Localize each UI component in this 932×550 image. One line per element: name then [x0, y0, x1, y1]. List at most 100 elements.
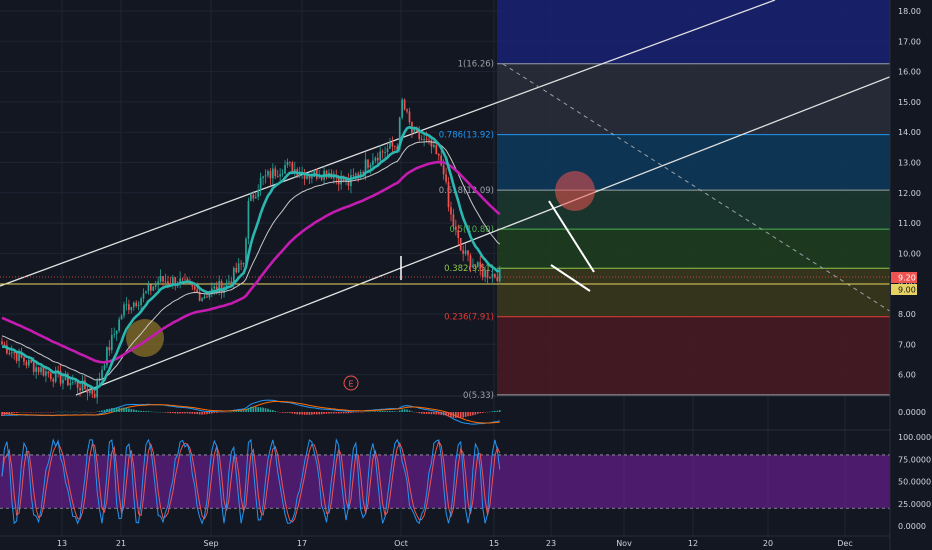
candle-body — [311, 177, 313, 179]
macd-histogram-bar — [306, 412, 308, 415]
price-tick-label: 6.00 — [898, 371, 916, 380]
price-tick-label: 13.00 — [898, 159, 921, 168]
macd-histogram-bar — [374, 411, 377, 412]
price-tick-label: 16.00 — [898, 68, 921, 77]
candle-body — [225, 282, 228, 287]
macd-histogram-bar — [459, 412, 462, 418]
candle-body — [396, 146, 399, 150]
macd-histogram-bar — [189, 412, 191, 414]
candle-body — [110, 334, 113, 351]
macd-line — [1, 399, 500, 425]
candle-body — [320, 177, 323, 180]
price-tick-label: 14.00 — [898, 128, 921, 137]
candle-body — [298, 173, 301, 177]
candle-body — [364, 159, 367, 174]
fib-retracement[interactable]: 1(16.26)0.786(13.92)0.618(12.09)0.5(10.8… — [439, 0, 890, 401]
price-tick-label: 17.00 — [898, 37, 921, 46]
macd-histogram-bar — [262, 407, 264, 412]
fib-zone-05-0382 — [497, 229, 890, 269]
candle-body — [476, 262, 479, 267]
candle-body — [242, 262, 245, 265]
candle-body — [13, 352, 16, 354]
candle-body — [425, 138, 428, 140]
price-tick-label: 15.00 — [898, 98, 921, 107]
stoch-tick-label: 100.0000 — [898, 433, 932, 442]
macd-histogram-bar — [6, 412, 8, 415]
macd-histogram-bar — [291, 412, 294, 414]
candle-body — [201, 298, 203, 301]
macd-histogram-bar — [233, 411, 235, 412]
candle-body — [428, 139, 430, 141]
macd-histogram-bar — [274, 411, 277, 412]
price-tick-label: 7.00 — [898, 340, 916, 349]
candle-body — [413, 127, 416, 133]
macd-histogram-bar — [193, 412, 196, 414]
candle-body — [3, 344, 6, 346]
candle-body — [384, 152, 386, 153]
candle-body — [306, 175, 308, 179]
wedge-upper-line — [548, 200, 595, 273]
macd-histogram-bar — [237, 410, 240, 412]
candle-body — [440, 155, 443, 166]
candle-body — [167, 281, 169, 284]
macd-histogram-bar — [391, 411, 394, 412]
candle-body — [147, 284, 150, 292]
macd-histogram-bar — [289, 412, 291, 413]
candle-body — [45, 371, 47, 376]
fib-level-label: 0(5.33) — [463, 391, 494, 401]
candle-body — [108, 347, 111, 351]
candle-body — [289, 161, 291, 163]
macd-histogram-bar — [181, 412, 184, 414]
candle-body — [213, 286, 216, 289]
candle-body — [284, 165, 286, 174]
macd-histogram-bar — [167, 412, 169, 413]
price-tick-label: 11.00 — [898, 219, 921, 228]
candle-body — [86, 388, 89, 394]
candle-body — [276, 176, 279, 177]
macd-histogram-bar — [408, 410, 411, 412]
candle-body — [435, 144, 438, 154]
macd-histogram-bar — [15, 412, 18, 413]
stoch-tick-label: 75.0000 — [898, 455, 931, 464]
macd-histogram-bar — [296, 412, 299, 415]
candle-body — [54, 370, 57, 382]
macd-histogram-bar — [462, 412, 464, 418]
macd-histogram-bar — [254, 406, 257, 412]
macd-histogram-bar — [169, 412, 172, 414]
macd-histogram-bar — [137, 410, 140, 412]
macd-histogram-bar — [206, 412, 208, 415]
candle-body — [469, 255, 472, 268]
macd-histogram-bar — [191, 412, 194, 414]
candle-body — [379, 151, 382, 161]
candle-body — [403, 99, 406, 110]
macd-histogram-bar — [433, 412, 435, 415]
candle-body — [450, 207, 452, 215]
candle-body — [128, 304, 130, 310]
macd-histogram-bar — [337, 412, 340, 414]
macd-histogram-bar — [147, 411, 150, 412]
date-tick-label: Sep — [203, 539, 218, 548]
candle-body — [79, 387, 81, 391]
macd-histogram-bar — [10, 412, 13, 414]
candle-body — [137, 305, 140, 306]
candle-body — [254, 196, 257, 199]
date-tick-label: Dec — [837, 539, 852, 548]
macd-histogram-bar — [240, 410, 242, 412]
macd-histogram-bar — [113, 407, 116, 412]
last-price-badge — [891, 272, 917, 283]
candle-body — [232, 267, 235, 284]
macd-histogram-bar — [298, 412, 301, 415]
macd-histogram-bar — [420, 412, 423, 414]
candle-body — [420, 139, 423, 140]
macd-histogram-bar — [259, 407, 262, 412]
candle-body — [359, 171, 362, 176]
candle-body — [106, 347, 108, 366]
candle-body — [442, 165, 445, 175]
earnings-marker — [343, 375, 359, 391]
candle-body — [340, 175, 343, 185]
candle-body — [240, 263, 242, 265]
candle-body — [30, 359, 33, 363]
macd-histogram-bar — [389, 410, 391, 412]
candle-body — [406, 109, 408, 112]
